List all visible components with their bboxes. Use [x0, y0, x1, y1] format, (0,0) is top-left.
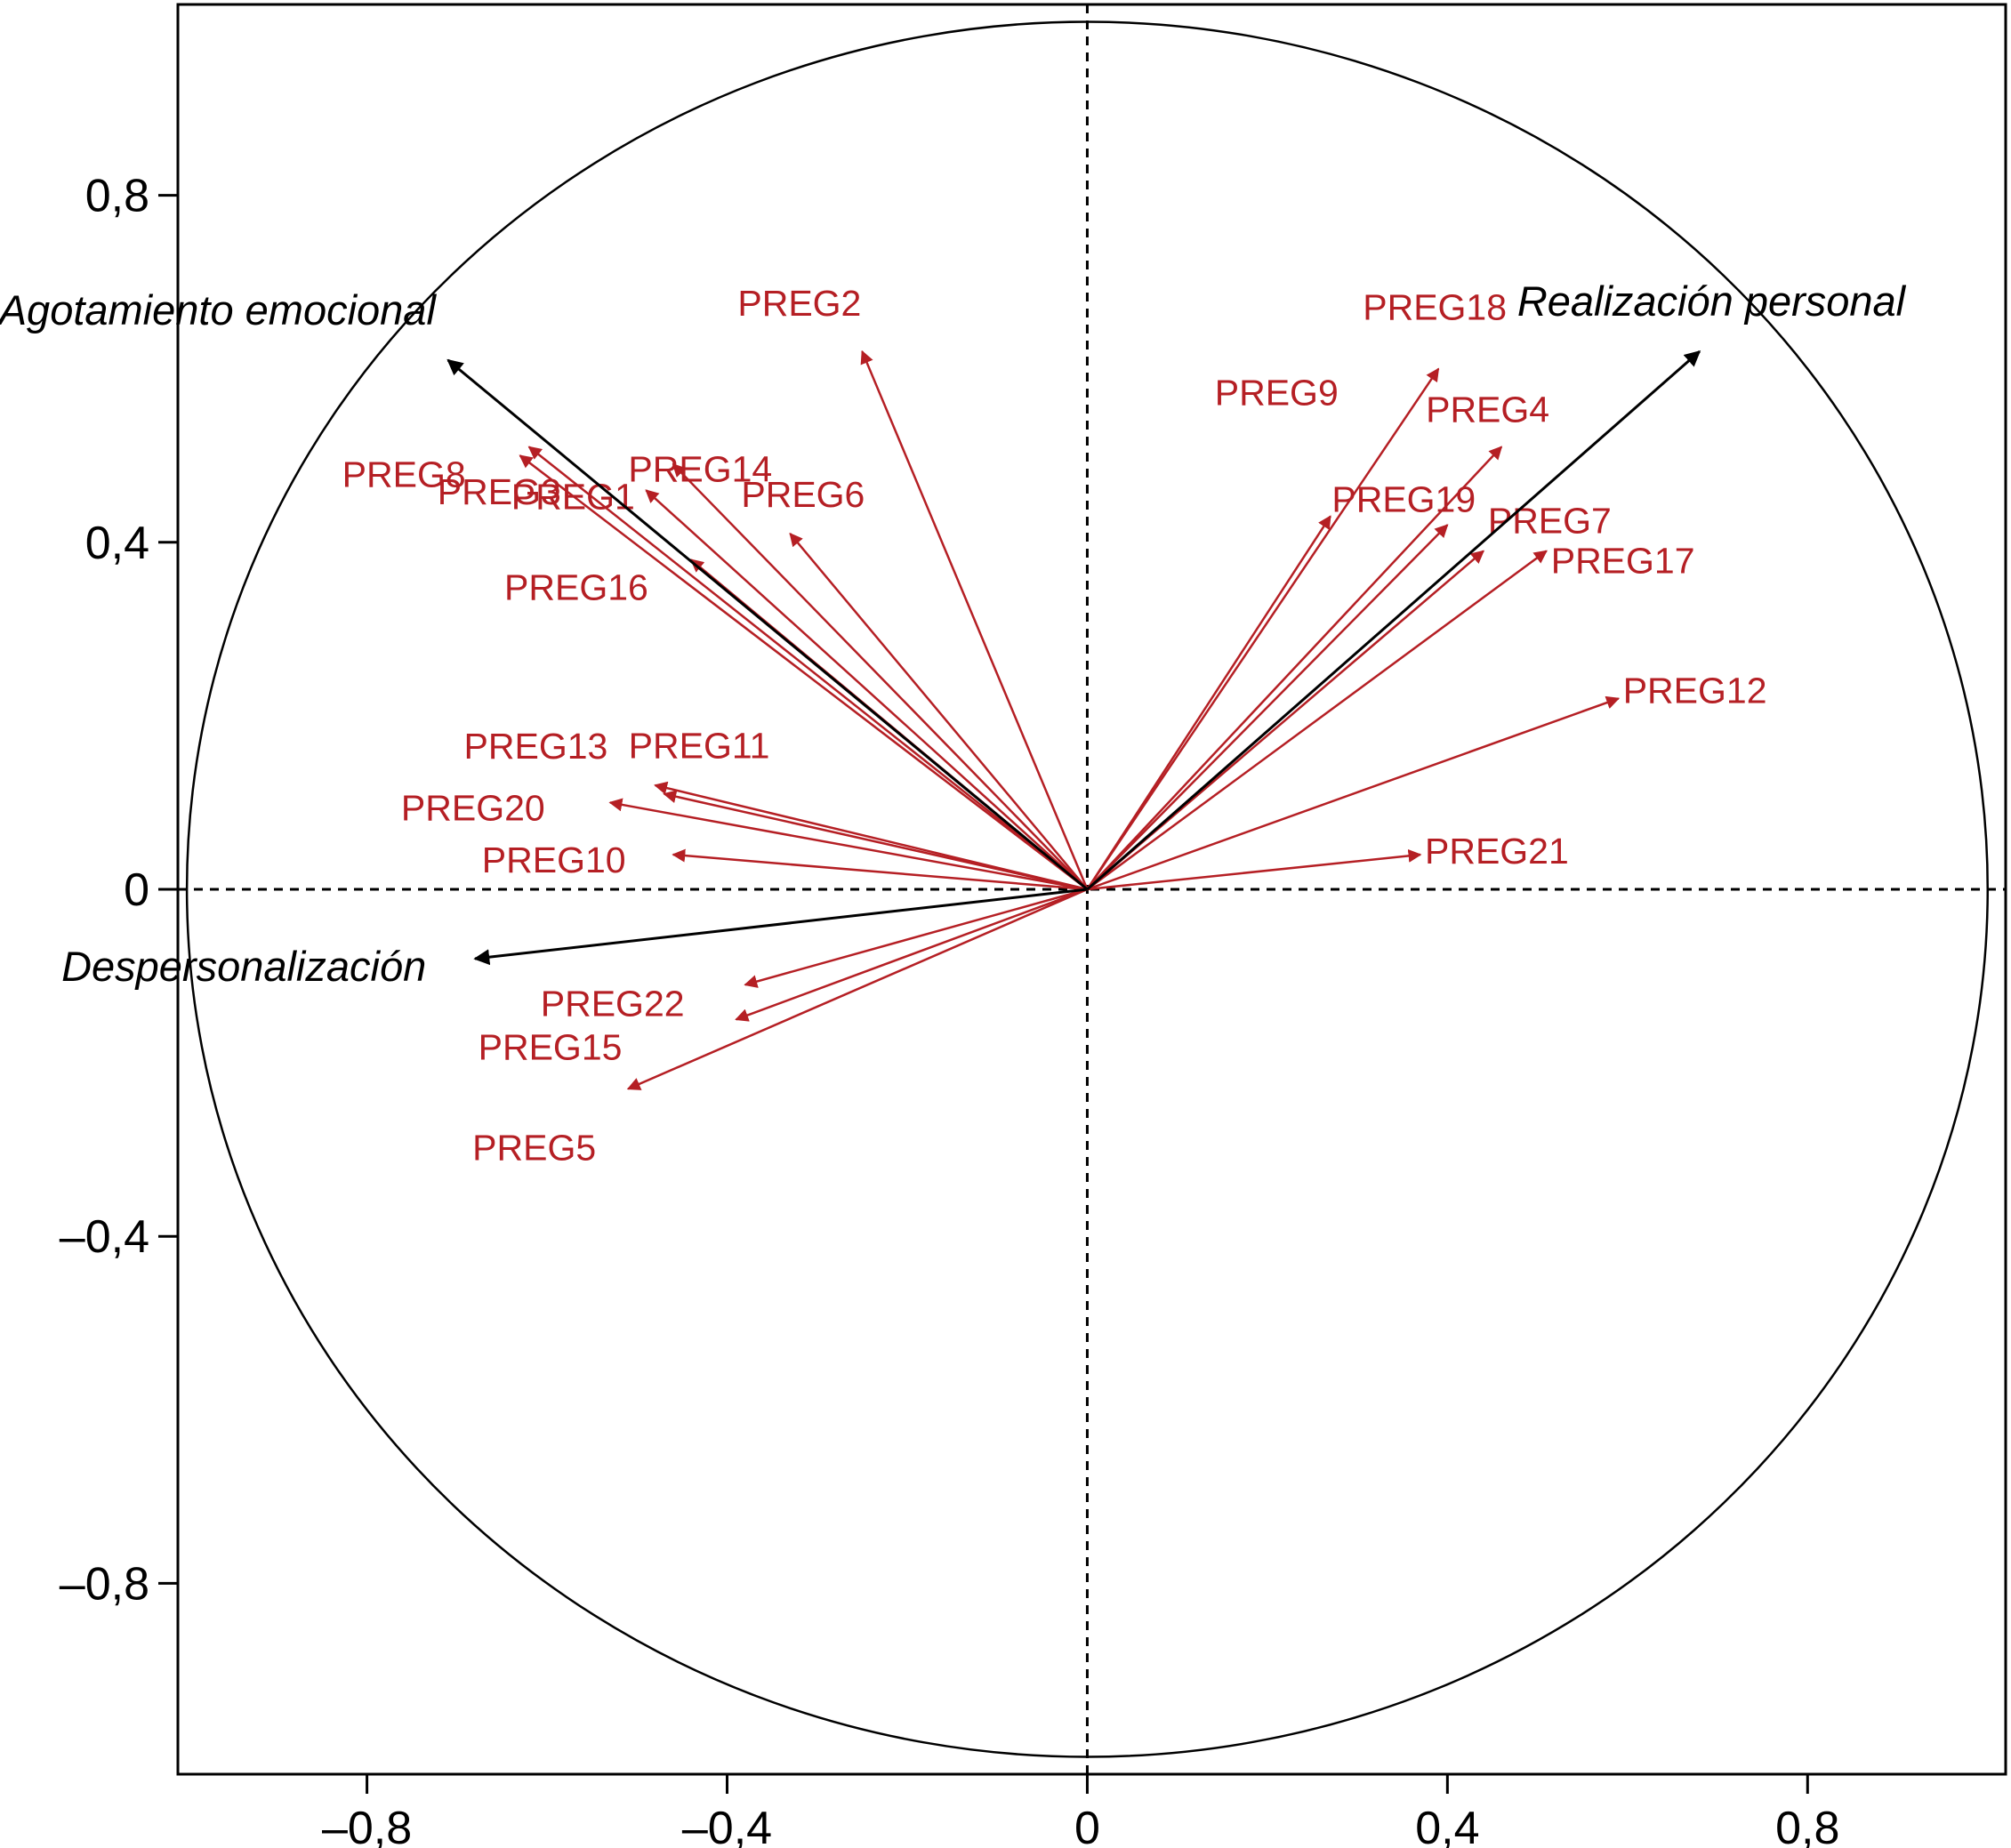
- vector-preg4: [1086, 446, 1503, 890]
- label-preg20: PREG20: [401, 787, 545, 828]
- x-tick-label: –0,8: [322, 1803, 412, 1848]
- label-preg5: PREG5: [472, 1127, 596, 1168]
- label-preg10: PREG10: [482, 840, 626, 880]
- y-tick-label: –0,4: [60, 1211, 149, 1263]
- x-tick-label: 0: [1074, 1803, 1100, 1848]
- vector-preg3: [672, 462, 1089, 890]
- vector-preg12: [1087, 695, 1621, 891]
- factor-label-1: Agotamiento emocional: [0, 286, 437, 333]
- label-preg12: PREG12: [1623, 670, 1767, 711]
- label-preg18: PREG18: [1363, 287, 1507, 328]
- label-preg15: PREG15: [479, 1026, 623, 1067]
- label-preg22: PREG22: [541, 983, 685, 1024]
- vector-preg18: [1086, 367, 1440, 890]
- label-preg3: PREG3: [438, 471, 561, 512]
- vector-preg2: [860, 350, 1089, 890]
- vector-preg9: [1086, 515, 1331, 890]
- label-preg19: PREG19: [1331, 478, 1476, 519]
- vector-preg6: [789, 532, 1089, 890]
- x-tick-label: –0,4: [682, 1803, 772, 1848]
- vector-preg21: [1087, 848, 1422, 891]
- vector-preg10: [672, 848, 1088, 891]
- label-preg2: PREG2: [737, 283, 861, 324]
- label-preg16: PREG16: [504, 566, 648, 607]
- y-tick-label: 0,8: [85, 171, 149, 222]
- vector-preg5: [626, 888, 1088, 1090]
- label-preg11: PREG11: [629, 726, 770, 767]
- vector-preg15: [735, 888, 1088, 1022]
- vector-preg19: [1086, 524, 1449, 890]
- vector-preg14: [645, 489, 1089, 890]
- label-preg17: PREG17: [1551, 541, 1695, 582]
- label-preg9: PREG9: [1215, 373, 1339, 414]
- label-preg6: PREG6: [741, 474, 865, 515]
- y-tick-label: 0,4: [85, 518, 149, 569]
- vector-preg13: [654, 781, 1088, 891]
- factor-vector-3: [473, 888, 1088, 966]
- vector-preg17: [1086, 550, 1548, 891]
- factor-vector-1: [446, 358, 1089, 891]
- x-tick-label: 0,8: [1775, 1803, 1839, 1848]
- x-tick-label: 0,4: [1415, 1803, 1479, 1848]
- factor-label-2: Realización personal: [1517, 277, 1907, 325]
- vector-preg22: [744, 888, 1088, 988]
- factor-label-3: Despersonalización: [61, 943, 426, 990]
- vector-preg1: [527, 446, 1089, 890]
- vector-preg20: [608, 798, 1088, 891]
- y-tick-label: –0,8: [60, 1558, 149, 1610]
- label-preg21: PREG21: [1425, 831, 1569, 872]
- vector-preg8: [519, 454, 1089, 890]
- label-preg14: PREG14: [628, 448, 772, 489]
- label-preg8: PREG8: [342, 454, 466, 494]
- y-tick-label: 0: [124, 864, 149, 916]
- label-preg13: PREG13: [464, 726, 608, 767]
- factor-vector-2: [1086, 350, 1701, 891]
- label-preg4: PREG4: [1426, 390, 1549, 430]
